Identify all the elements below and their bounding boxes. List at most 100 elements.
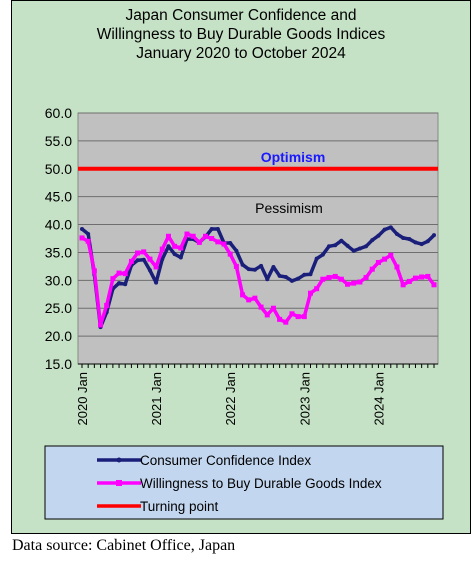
data-point [265, 277, 270, 282]
data-point [302, 272, 307, 277]
data-point [178, 245, 184, 251]
data-point [98, 322, 104, 328]
x-tick-label: 2023 Jan [297, 372, 312, 426]
data-point [339, 238, 344, 243]
data-point [370, 238, 375, 243]
data-point [333, 243, 338, 248]
y-tick-label: 30.0 [45, 272, 72, 288]
data-point [327, 244, 332, 249]
data-point [369, 266, 375, 272]
data-point [80, 227, 84, 232]
data-point [252, 267, 257, 272]
data-point [357, 246, 362, 251]
data-point [159, 246, 165, 252]
data-point [425, 273, 431, 279]
y-tick-label: 15.0 [45, 356, 72, 372]
data-point [209, 227, 214, 232]
data-point [196, 239, 202, 245]
data-point [320, 252, 325, 257]
y-tick-label: 25.0 [45, 300, 72, 316]
data-point [215, 239, 221, 245]
data-point [432, 233, 436, 238]
y-tick-label: 35.0 [45, 244, 72, 260]
plot-area [77, 112, 439, 365]
legend-marker [116, 457, 122, 463]
data-point [135, 250, 141, 256]
data-point [258, 304, 264, 310]
data-point [153, 264, 159, 270]
data-point [363, 275, 369, 281]
data-point [295, 314, 301, 320]
data-point [178, 255, 183, 260]
data-point [246, 267, 251, 272]
data-point [419, 242, 424, 247]
data-point [326, 275, 332, 281]
data-point [431, 282, 437, 288]
y-tick-label: 40.0 [45, 217, 72, 233]
data-point [412, 275, 418, 281]
data-point [301, 314, 307, 320]
data-point [147, 256, 153, 262]
data-point [382, 227, 387, 232]
data-point [296, 276, 301, 281]
data-point [320, 276, 326, 282]
data-point [116, 270, 122, 276]
data-point [128, 258, 134, 264]
data-point [234, 248, 239, 253]
data-point [394, 232, 399, 237]
legend: Consumer Confidence Index Willingness to … [44, 445, 444, 520]
legend-label: Willingness to Buy Durable Goods Index [140, 476, 382, 491]
data-point [283, 274, 288, 279]
data-point [190, 233, 196, 239]
pessimism-label: Pessimism [255, 200, 323, 216]
data-point [382, 256, 388, 262]
data-point [388, 225, 393, 230]
chart-title: Japan Consumer Confidence and Willingness… [97, 7, 386, 62]
data-point [110, 276, 116, 282]
legend-marker [116, 480, 122, 486]
data-point [227, 251, 233, 257]
data-point [85, 238, 91, 244]
y-tick-label: 20.0 [45, 328, 72, 344]
chart-title-line: Japan Consumer Confidence and [126, 7, 357, 24]
data-point [400, 282, 406, 288]
data-point [419, 274, 425, 280]
y-axis: 15.0 20.0 25.0 30.0 35.0 40.0 45.0 50.0 55.0 60.0 [45, 105, 72, 372]
legend-label: Turning point [140, 499, 219, 514]
data-point [240, 262, 245, 267]
series-lines [79, 225, 437, 330]
y-tick-label: 55.0 [45, 133, 72, 149]
x-tick-label: 2022 Jan [223, 372, 238, 426]
data-point [314, 286, 320, 292]
data-point [289, 278, 294, 283]
data-point [209, 236, 215, 241]
data-point [141, 257, 146, 262]
data-point [135, 258, 140, 263]
data-point [270, 305, 276, 311]
data-point [357, 279, 363, 285]
data-point [338, 276, 344, 282]
data-point [351, 280, 357, 286]
y-tick-label: 45.0 [45, 189, 72, 205]
data-point [147, 268, 152, 273]
optimism-label: Optimism [261, 149, 326, 165]
data-point [345, 281, 351, 287]
data-point [117, 281, 122, 286]
data-point [345, 243, 350, 248]
data-point [246, 297, 252, 303]
data-point [277, 316, 283, 322]
data-point [308, 272, 313, 277]
data-point [184, 231, 190, 237]
data-point [271, 264, 276, 269]
data-point [203, 233, 209, 239]
data-point [425, 239, 430, 244]
data-point [122, 271, 128, 277]
data-point [172, 252, 177, 257]
data-point [277, 273, 282, 278]
data-point [221, 241, 227, 247]
y-tick-label: 50.0 [45, 161, 72, 177]
data-point [388, 252, 394, 258]
data-point [259, 263, 264, 268]
annotations: Optimism Pessimism [255, 149, 325, 216]
data-point [364, 244, 369, 249]
